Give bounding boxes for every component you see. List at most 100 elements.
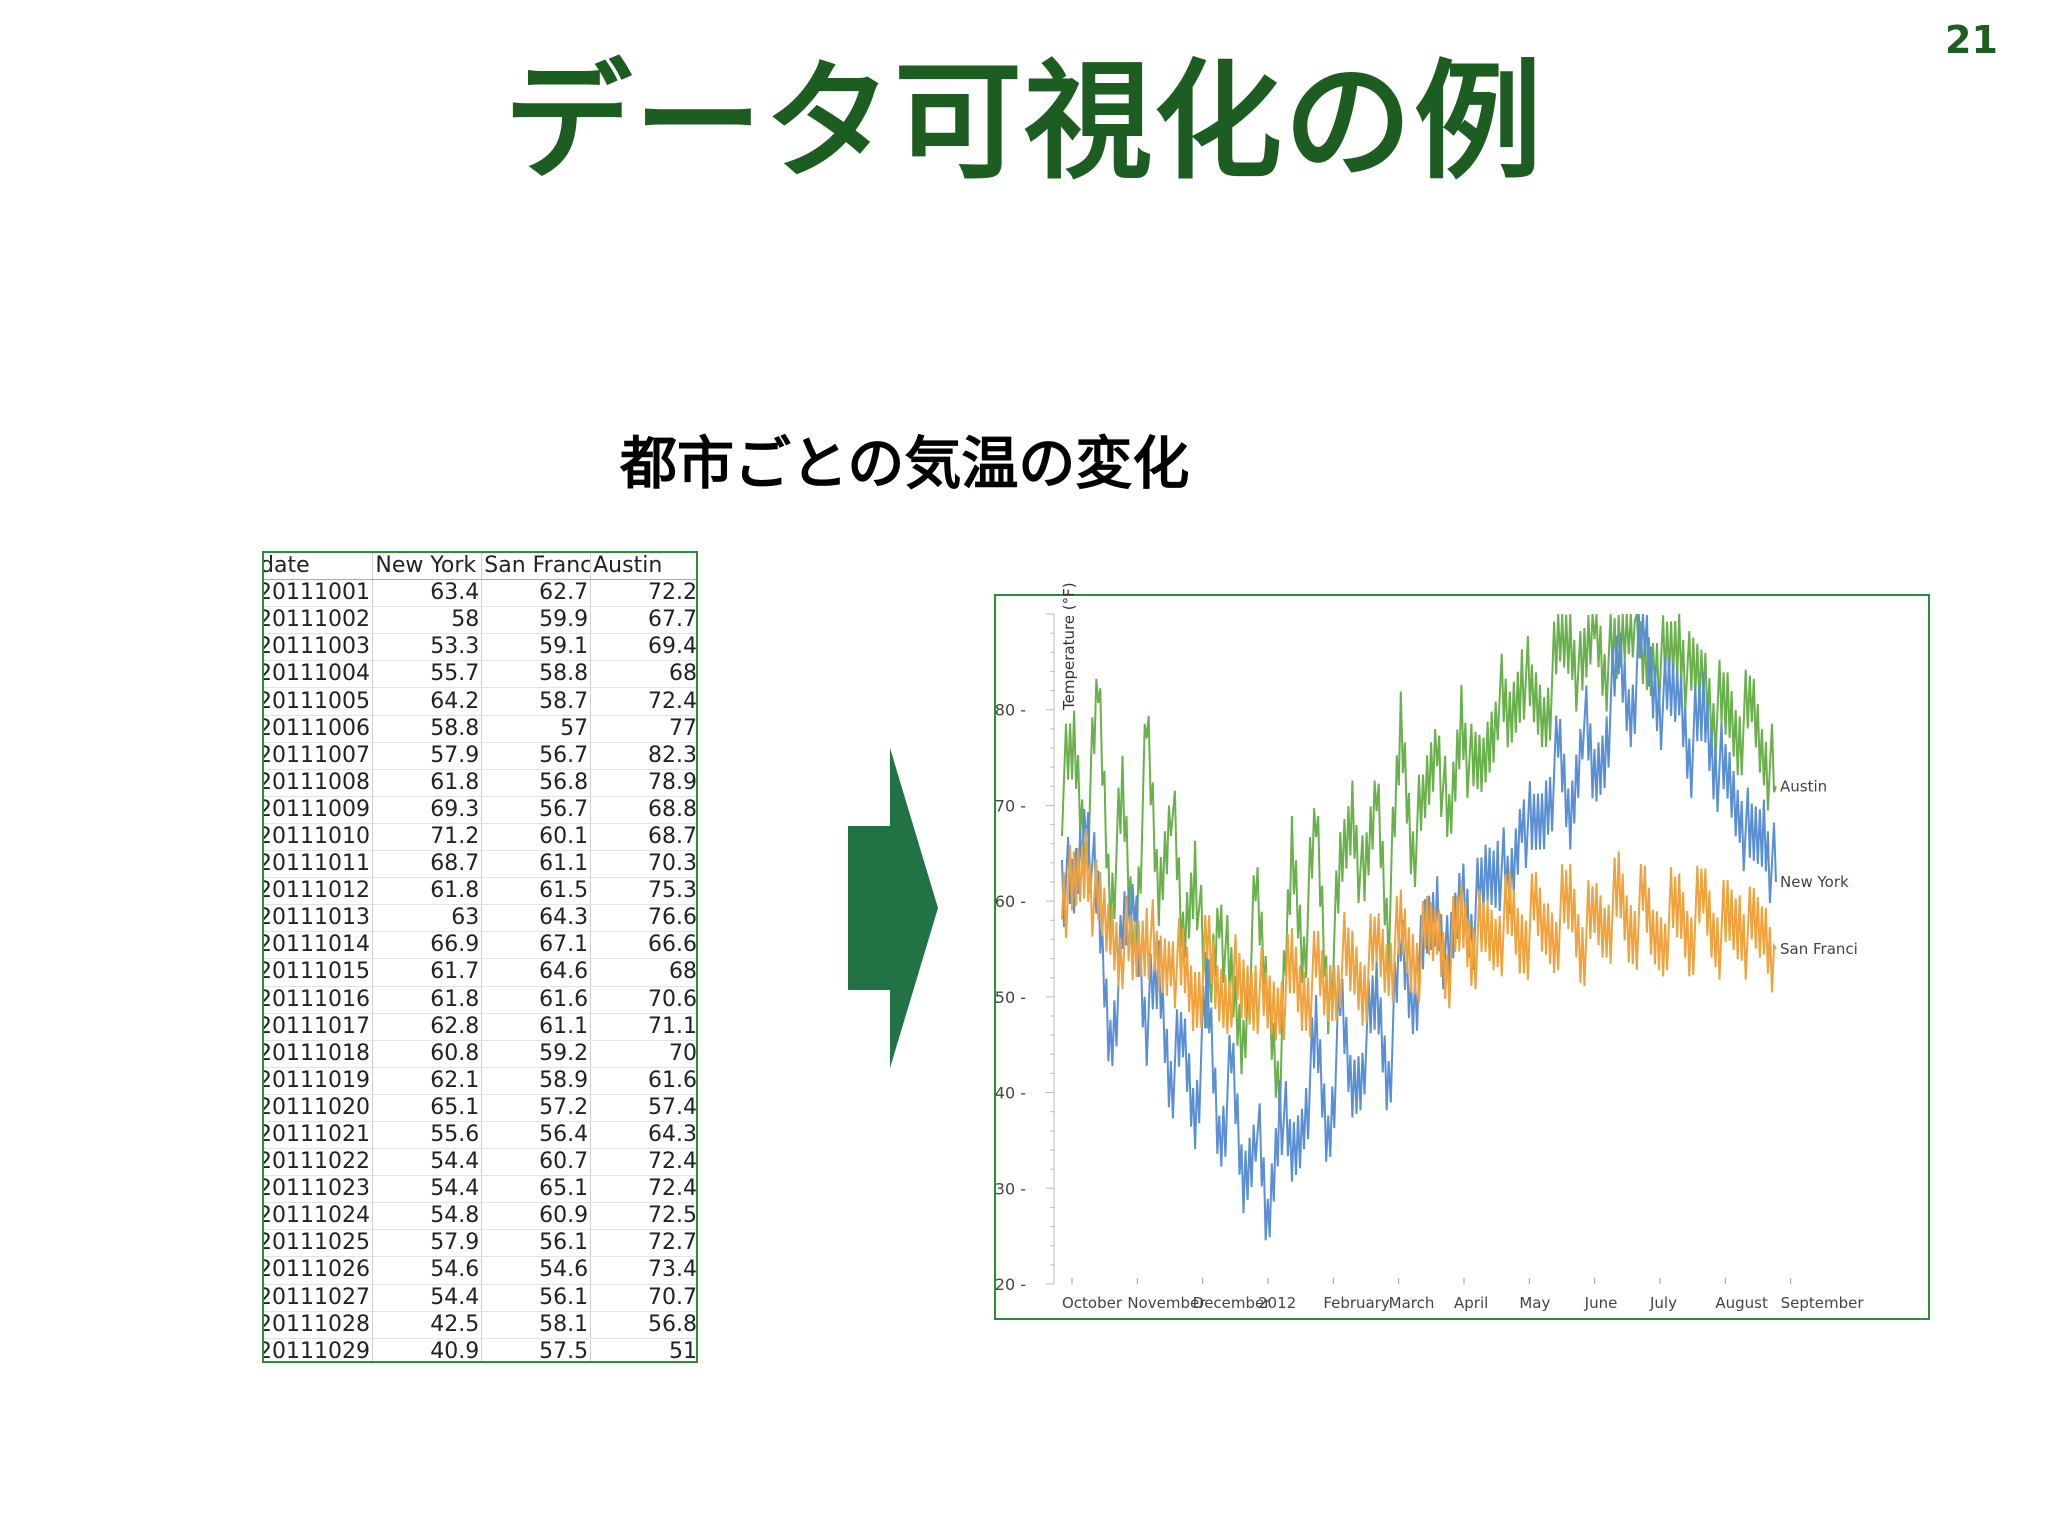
header-new-york: New York <box>372 553 483 581</box>
cell-austin: 72.2 <box>590 579 696 608</box>
header-date: date <box>264 553 374 581</box>
cell-austin: 70.6 <box>590 986 696 1014</box>
table-body: 20111001 63.4 62.7 72.2 20111002 58 59.9 67.7 20… <box>264 579 696 1361</box>
cell-date: 20111003 <box>264 633 374 662</box>
y-tick-label: 60 - <box>996 892 1026 911</box>
cell-new-york: 60.8 <box>372 1040 483 1068</box>
table-row: 20111008 61.8 56.8 78.9 <box>264 769 696 797</box>
y-tick-label: 40 - <box>996 1084 1026 1103</box>
cell-austin: 56.8 <box>590 1311 696 1339</box>
cell-san-francisco: 56.1 <box>481 1284 592 1312</box>
cell-date: 20111016 <box>264 986 374 1014</box>
x-tick-label: December <box>1193 1294 1272 1312</box>
table-row: 20111019 62.1 58.9 61.6 <box>264 1067 696 1095</box>
cell-date: 20111026 <box>264 1256 374 1285</box>
cell-san-francisco: 58.9 <box>481 1067 592 1095</box>
cell-date: 20111015 <box>264 958 374 987</box>
cell-date: 20111014 <box>264 931 374 960</box>
cell-austin: 77 <box>590 715 696 743</box>
cell-date: 20111018 <box>264 1040 374 1068</box>
cell-san-francisco: 56.1 <box>481 1229 592 1258</box>
cell-austin: 72.4 <box>590 1175 696 1204</box>
cell-austin: 68.8 <box>590 796 696 824</box>
cell-san-francisco: 58.7 <box>481 687 592 716</box>
x-tick-label: April <box>1454 1294 1488 1312</box>
table-row: 20111004 55.7 58.8 68 <box>264 660 696 689</box>
cell-san-francisco: 64.3 <box>481 904 592 933</box>
cell-new-york: 54.4 <box>372 1284 483 1312</box>
cell-new-york: 66.9 <box>372 931 483 960</box>
table-row: 20111024 54.8 60.9 72.5 <box>264 1202 696 1231</box>
cell-san-francisco: 64.6 <box>481 958 592 987</box>
cell-new-york: 61.8 <box>372 877 483 906</box>
cell-date: 20111022 <box>264 1148 374 1177</box>
cell-austin: 71.1 <box>590 1013 696 1041</box>
cell-austin: 78.9 <box>590 769 696 797</box>
cell-date: 20111027 <box>264 1284 374 1312</box>
cell-san-francisco: 60.7 <box>481 1148 592 1177</box>
x-tick-label: 2012 <box>1258 1294 1296 1312</box>
cell-san-francisco: 65.1 <box>481 1175 592 1204</box>
cell-san-francisco: 61.5 <box>481 877 592 906</box>
table-row: 20111007 57.9 56.7 82.3 <box>264 742 696 770</box>
cell-new-york: 55.6 <box>372 1121 483 1150</box>
cell-austin: 68.7 <box>590 823 696 852</box>
cell-date: 20111023 <box>264 1175 374 1204</box>
cell-san-francisco: 58.1 <box>481 1311 592 1339</box>
x-tick-label: October <box>1062 1294 1123 1312</box>
table-row: 20111002 58 59.9 67.7 <box>264 606 696 635</box>
table-row: 20111016 61.8 61.6 70.6 <box>264 986 696 1014</box>
table-row: 20111009 69.3 56.7 68.8 <box>264 796 696 824</box>
table-row: 20111029 40.9 57.5 51 <box>264 1338 696 1361</box>
cell-new-york: 42.5 <box>372 1311 483 1339</box>
y-tick-label: 80 - <box>996 701 1026 720</box>
cell-date: 20111002 <box>264 606 374 635</box>
chart-canvas: 20 - 30 - 40 - 50 - 60 - 70 - 80 - October Novem… <box>996 613 1865 1312</box>
table-row: 20111023 54.4 65.1 72.4 <box>264 1175 696 1204</box>
cell-new-york: 54.6 <box>372 1256 483 1285</box>
cell-date: 20111021 <box>264 1121 374 1150</box>
data-table-panel: date New York San Franci Austin 20111001… <box>262 551 698 1363</box>
x-tick-label: March <box>1389 1294 1435 1312</box>
cell-date: 20111007 <box>264 742 374 770</box>
x-tick-label: September <box>1781 1294 1865 1312</box>
cell-date: 20111012 <box>264 877 374 906</box>
cell-new-york: 57.9 <box>372 1229 483 1258</box>
cell-austin: 57.4 <box>590 1094 696 1122</box>
cell-date: 20111013 <box>264 904 374 933</box>
cell-new-york: 62.8 <box>372 1013 483 1041</box>
cell-new-york: 54.4 <box>372 1175 483 1204</box>
cell-date: 20111009 <box>264 796 374 824</box>
cell-san-francisco: 59.2 <box>481 1040 592 1068</box>
table-row: 20111012 61.8 61.5 75.3 <box>264 877 696 906</box>
cell-new-york: 61.8 <box>372 986 483 1014</box>
cell-san-francisco: 59.9 <box>481 606 592 635</box>
header-austin: Austin <box>590 553 696 581</box>
cell-new-york: 58.8 <box>372 715 483 743</box>
cell-date: 20111010 <box>264 823 374 852</box>
chart-ylabel: Temperature (°F) <box>1060 582 1078 710</box>
cell-san-francisco: 56.7 <box>481 742 592 770</box>
cell-date: 20111006 <box>264 715 374 743</box>
table-row: 20111005 64.2 58.7 72.4 <box>264 687 696 716</box>
cell-san-francisco: 61.1 <box>481 850 592 879</box>
cell-san-francisco: 61.6 <box>481 986 592 1014</box>
table-row: 20111014 66.9 67.1 66.6 <box>264 931 696 960</box>
cell-new-york: 71.2 <box>372 823 483 852</box>
y-tick-label: 30 - <box>996 1179 1026 1198</box>
cell-san-francisco: 57.2 <box>481 1094 592 1122</box>
cell-new-york: 53.3 <box>372 633 483 662</box>
cell-austin: 76.6 <box>590 904 696 933</box>
cell-austin: 64.3 <box>590 1121 696 1150</box>
y-tick-label: 50 - <box>996 988 1026 1007</box>
table-row: 20111025 57.9 56.1 72.7 <box>264 1229 696 1258</box>
table-row: 20111027 54.4 56.1 70.7 <box>264 1284 696 1312</box>
table-row: 20111026 54.6 54.6 73.4 <box>264 1256 696 1285</box>
cell-date: 20111029 <box>264 1338 374 1361</box>
x-tick-label: November <box>1127 1294 1206 1312</box>
table-row: 20111017 62.8 61.1 71.1 <box>264 1013 696 1041</box>
table-row: 20111013 63 64.3 76.6 <box>264 904 696 933</box>
x-tick-label: August <box>1715 1294 1768 1312</box>
cell-new-york: 68.7 <box>372 850 483 879</box>
cell-san-francisco: 57.5 <box>481 1338 592 1361</box>
